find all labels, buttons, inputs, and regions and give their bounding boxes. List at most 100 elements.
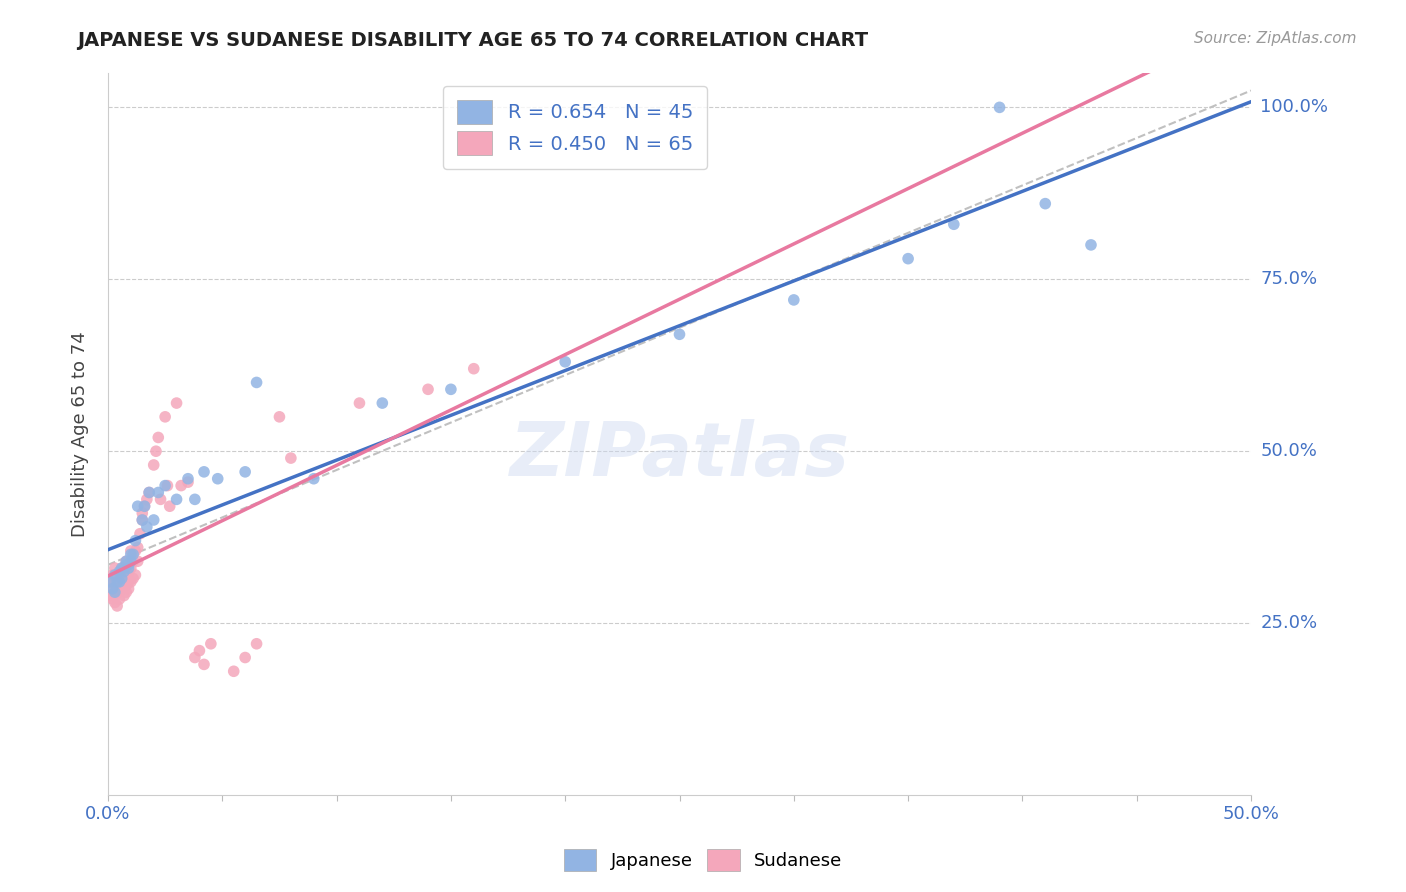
Point xyxy=(108,585,131,599)
Point xyxy=(105,571,128,585)
Point xyxy=(942,217,965,231)
Point xyxy=(105,582,128,596)
Point xyxy=(177,475,200,490)
Point xyxy=(108,571,131,585)
Point xyxy=(416,382,439,396)
Point xyxy=(153,478,176,492)
Text: JAPANESE VS SUDANESE DISABILITY AGE 65 TO 74 CORRELATION CHART: JAPANESE VS SUDANESE DISABILITY AGE 65 T… xyxy=(77,31,869,50)
Point xyxy=(153,409,176,424)
Point xyxy=(349,396,371,410)
Text: 25.0%: 25.0% xyxy=(1260,614,1317,632)
Point xyxy=(117,568,139,582)
Y-axis label: Disability Age 65 to 74: Disability Age 65 to 74 xyxy=(72,331,89,537)
Point xyxy=(127,500,149,514)
Point xyxy=(115,554,138,568)
Point xyxy=(122,554,145,568)
Point xyxy=(105,599,128,613)
Text: 50.0%: 50.0% xyxy=(1260,442,1317,460)
Point xyxy=(104,568,127,582)
Point xyxy=(115,558,138,572)
Point xyxy=(148,485,170,500)
Point xyxy=(117,561,139,575)
Point xyxy=(122,547,145,561)
Point xyxy=(177,472,200,486)
Point xyxy=(554,355,576,369)
Point xyxy=(117,558,139,572)
Point xyxy=(120,574,142,589)
Point xyxy=(124,544,146,558)
Point xyxy=(1080,238,1102,252)
Legend: R = 0.654   N = 45, R = 0.450   N = 65: R = 0.654 N = 45, R = 0.450 N = 65 xyxy=(443,87,707,169)
Point xyxy=(207,472,229,486)
Point xyxy=(1033,196,1056,211)
Point xyxy=(668,327,690,342)
Point xyxy=(127,554,149,568)
Text: 75.0%: 75.0% xyxy=(1260,270,1317,288)
Point xyxy=(233,465,256,479)
Point xyxy=(115,565,138,579)
Point xyxy=(108,574,131,589)
Point xyxy=(280,451,302,466)
Point xyxy=(111,561,134,575)
Point xyxy=(131,513,153,527)
Point xyxy=(135,520,157,534)
Point xyxy=(120,554,142,568)
Point xyxy=(111,578,134,592)
Point xyxy=(135,492,157,507)
Point xyxy=(269,409,291,424)
Point xyxy=(112,561,135,575)
Point xyxy=(101,592,124,607)
Legend: Japanese, Sudanese: Japanese, Sudanese xyxy=(557,842,849,879)
Text: ZIPatlas: ZIPatlas xyxy=(509,419,849,492)
Point xyxy=(245,376,267,390)
Point xyxy=(112,568,135,582)
Point xyxy=(111,582,134,596)
Point xyxy=(129,526,152,541)
Point xyxy=(104,585,127,599)
Point xyxy=(112,565,135,579)
Point xyxy=(188,643,211,657)
Point xyxy=(97,582,120,596)
Point xyxy=(149,492,172,507)
Point xyxy=(783,293,806,307)
Point xyxy=(122,571,145,585)
Point xyxy=(463,361,485,376)
Point xyxy=(120,561,142,575)
Point xyxy=(101,582,124,596)
Point xyxy=(440,382,463,396)
Point xyxy=(184,492,207,507)
Point xyxy=(148,430,170,444)
Point xyxy=(98,574,121,589)
Point xyxy=(222,665,245,679)
Point xyxy=(120,544,142,558)
Point xyxy=(115,578,138,592)
Point xyxy=(98,574,121,589)
Point xyxy=(104,595,127,609)
Point xyxy=(371,396,394,410)
Point xyxy=(101,568,124,582)
Point xyxy=(117,582,139,596)
Point xyxy=(145,444,167,458)
Point xyxy=(124,533,146,548)
Point xyxy=(138,485,160,500)
Point xyxy=(166,396,188,410)
Point xyxy=(111,571,134,585)
Point xyxy=(98,589,121,603)
Point xyxy=(104,561,127,575)
Point xyxy=(142,513,165,527)
Point xyxy=(170,478,193,492)
Text: Source: ZipAtlas.com: Source: ZipAtlas.com xyxy=(1194,31,1357,46)
Point xyxy=(184,650,207,665)
Point xyxy=(988,100,1011,114)
Point xyxy=(127,541,149,555)
Point xyxy=(302,472,325,486)
Point xyxy=(233,650,256,665)
Point xyxy=(159,500,181,514)
Point xyxy=(111,571,134,585)
Point xyxy=(112,578,135,592)
Point xyxy=(245,637,267,651)
Point xyxy=(131,506,153,520)
Point xyxy=(131,513,153,527)
Point xyxy=(193,657,215,672)
Point xyxy=(105,574,128,589)
